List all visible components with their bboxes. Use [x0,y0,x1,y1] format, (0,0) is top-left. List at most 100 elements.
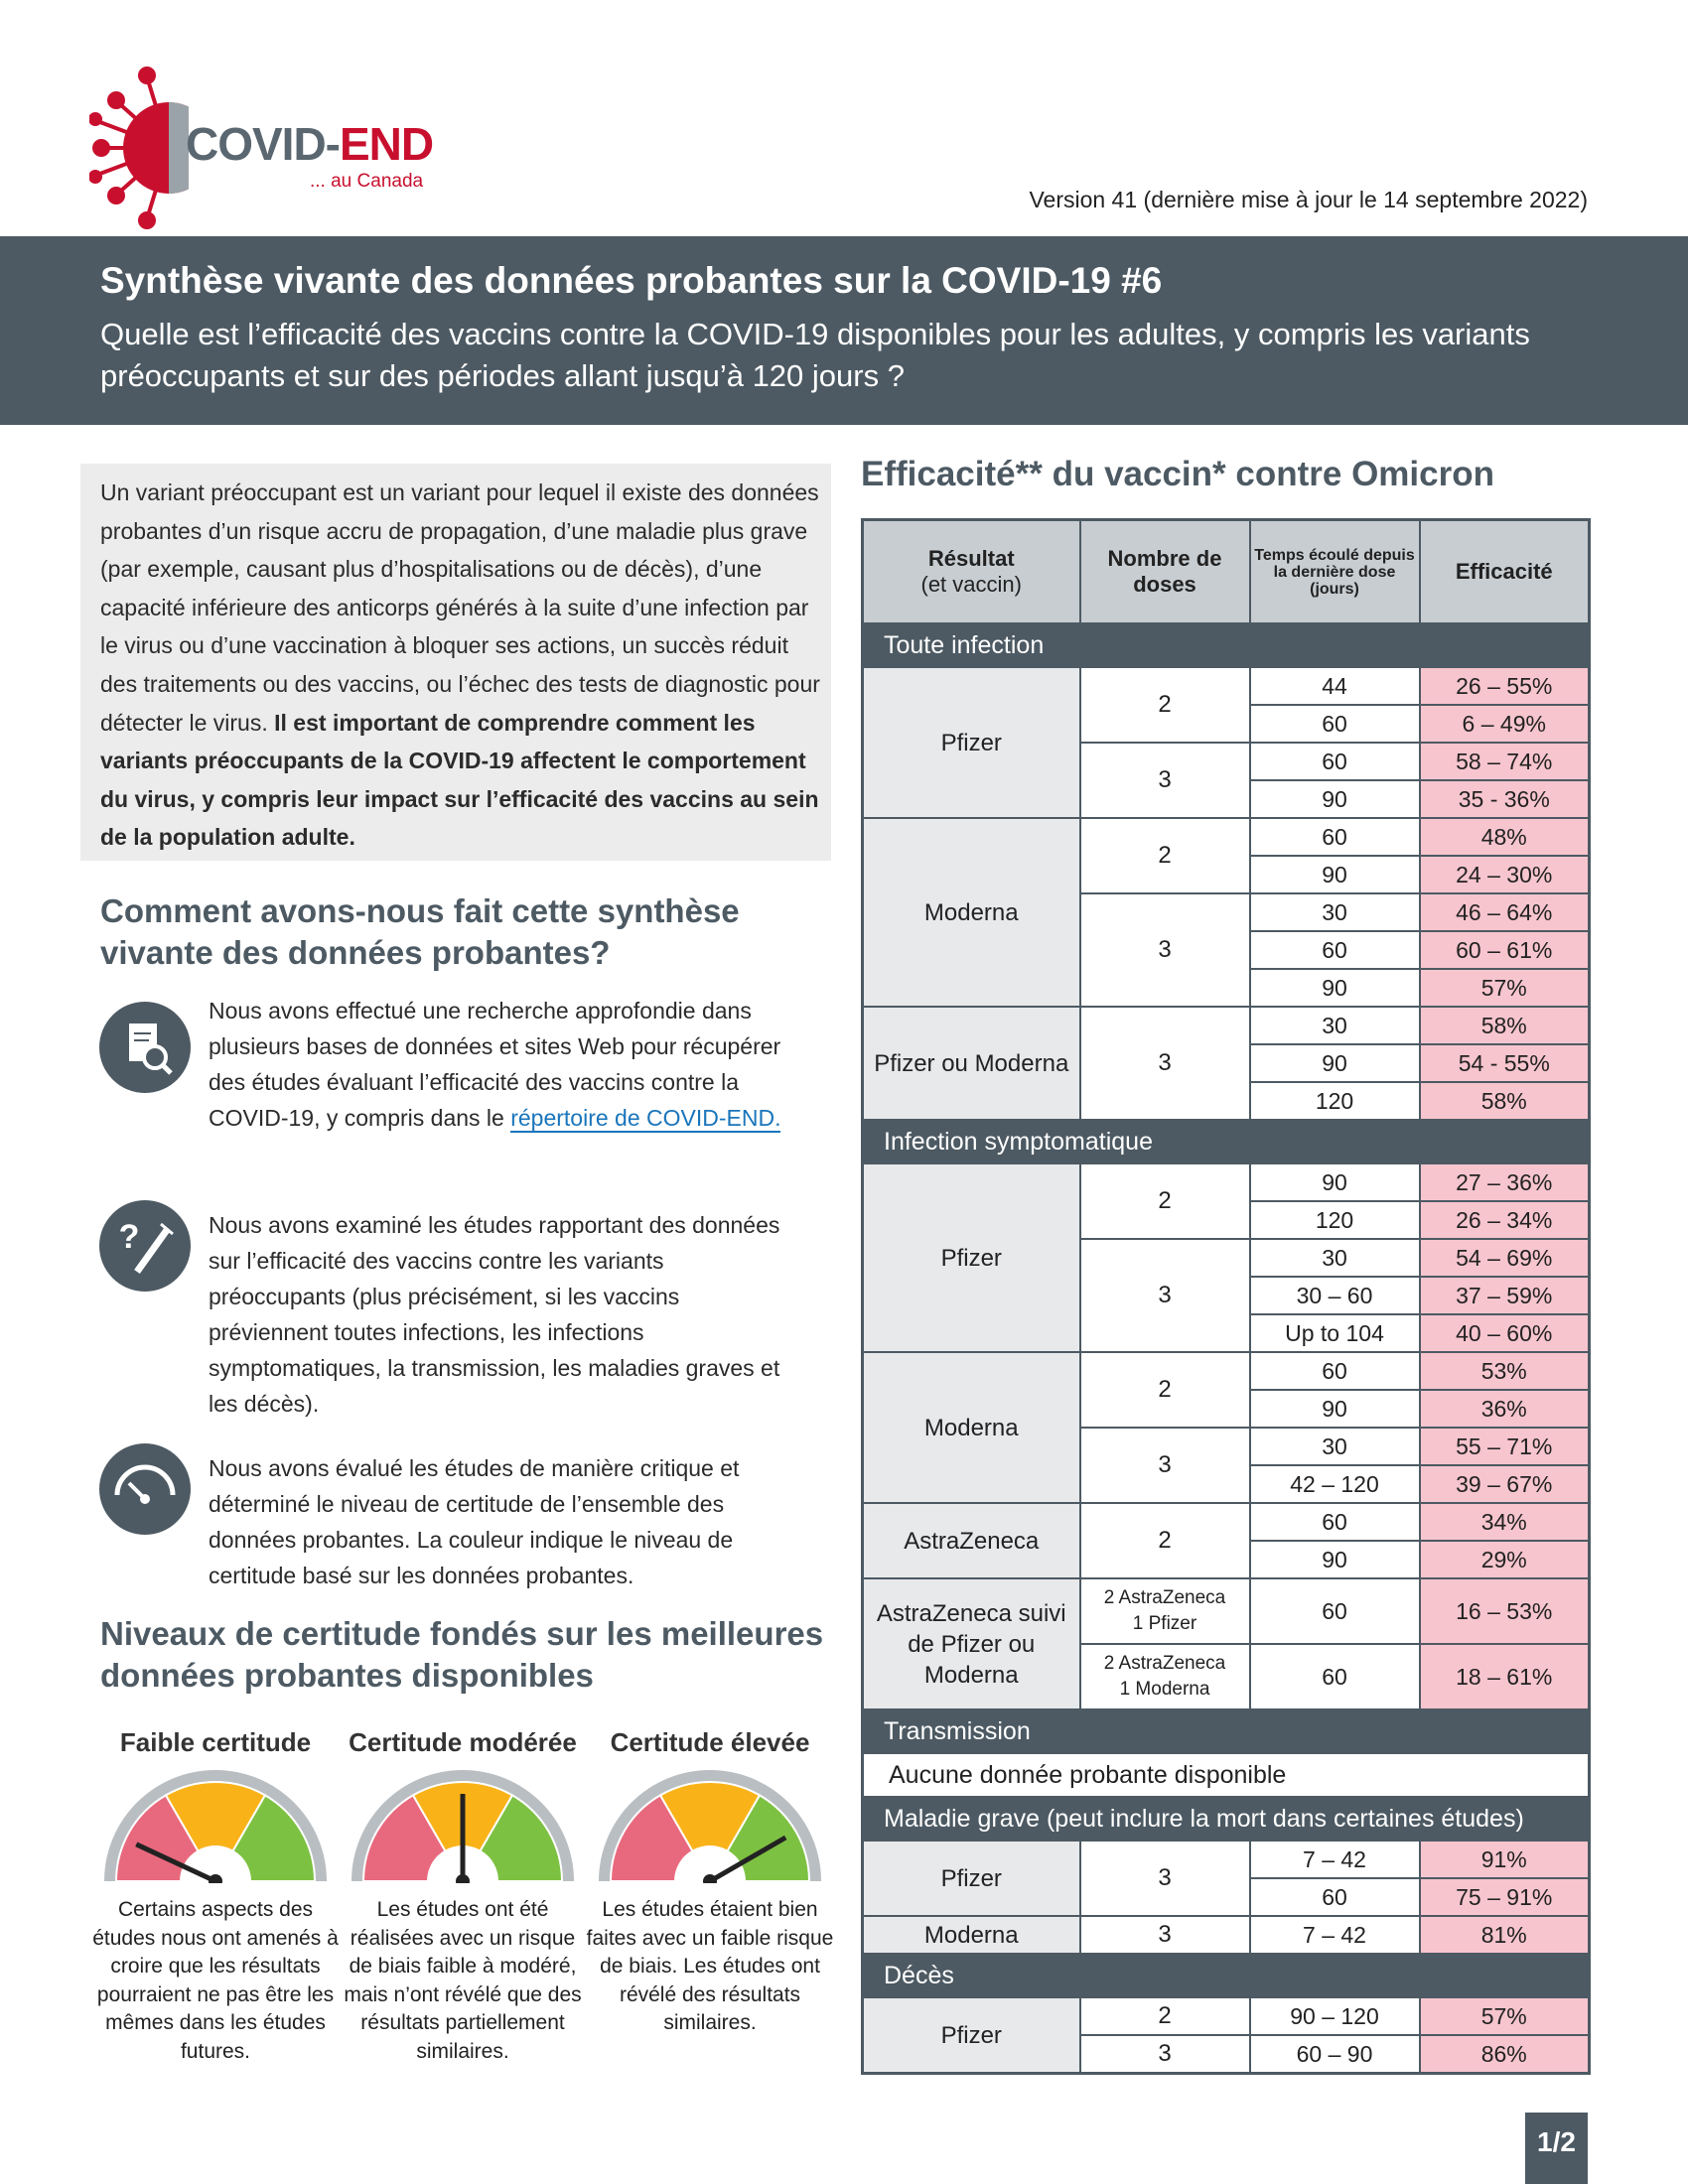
time-cell: 60 [1248,1351,1421,1391]
svg-text:?: ? [119,1218,140,1256]
data-row: 90 36% [863,1389,1591,1429]
gauge-needle [708,1835,787,1884]
method-item: Nous avons évalué les études de manière … [209,1450,794,1593]
data-row: 3 30 55 – 71% [863,1427,1591,1504]
certainty-level: Certitude élevée Les études étaient bien … [586,1727,834,2038]
item-text: Nous avons évalué les études de manière … [209,1455,740,1588]
header-cell: Temps écoulé depuis la dernière dose (jo… [1248,518,1421,624]
efficacy-cell: 29% [1418,1540,1591,1579]
efficacy-cell: 58% [1418,1081,1591,1121]
efficacy-cell: 57% [1418,1996,1591,2036]
dose-cell: 3 [1078,742,1251,819]
efficacy-cell: 58% [1418,1006,1591,1045]
time-cell: 30 [1248,1238,1421,1278]
data-row: Pfizer ou Moderna 3 30 58% [861,1006,1591,1121]
efficacy-cell: 55 – 71% [1418,1427,1591,1466]
dose-text: 3 [1158,1282,1172,1308]
time-cell: 90 [1248,1540,1421,1579]
vaccine-cell: Pfizer [861,666,1081,819]
title: Synthèse vivante des données probantes s… [100,260,1163,301]
dose-cell: 2 [1078,666,1251,744]
time-cell: 90 – 120 [1248,1996,1421,2036]
logo-subtitle: ... au Canada [310,171,424,192]
data-row: 60 75 – 91% [863,1877,1591,1917]
page-number: 1/2 [1525,2113,1588,2184]
dose-cell: 3 [1078,1238,1251,1353]
vaccine-cell: AstraZeneca suivi de Pfizer ou Moderna [861,1577,1081,1710]
vaccine-cell: Pfizer [861,1162,1081,1353]
time-cell: 30 [1248,892,1421,932]
section-row: Maladie grave (peut inclure la mort dans… [861,1796,1591,1842]
gauge-sector [164,1781,267,1883]
efficacy-cell: 36% [1418,1389,1591,1429]
dose-cell: 2 [1078,1502,1251,1579]
time-cell: 90 [1248,779,1421,819]
version: Version 41 (dernière mise à jour le 14 s… [1029,187,1588,212]
dose-text: 3 [1158,1049,1172,1076]
item-text: Nous avons examiné les études rapportant… [209,1212,780,1417]
dose-cell: 3 [1078,1427,1251,1504]
efficacy-cell: 58 – 74% [1418,742,1591,781]
efficacy-cell: 26 – 55% [1418,666,1591,706]
dose-text: 2 [1158,2002,1172,2029]
efficacy-cell: 54 – 69% [1418,1238,1591,1278]
vaccine-cell: AstraZeneca [861,1502,1081,1579]
data-row: 3 60 58 – 74% [863,742,1591,819]
time-cell: 60 – 90 [1248,2034,1421,2075]
data-row: Pfizer 2 90 – 120 57% [861,1996,1591,2075]
gauge-needle [135,1842,217,1884]
time-cell: 7 – 42 [1248,1915,1421,1955]
efficacy-cell: 53% [1418,1351,1591,1391]
data-row: 90 35 - 36% [863,779,1591,819]
gauge-dial [352,1770,574,1888]
section-heading: Niveaux de certitude fondés sur les meil… [100,1615,824,1694]
method-item: Nous avons effectué une recherche approf… [209,993,794,1136]
section-title: Infection symptomatique [861,1119,1591,1164]
time-cell: Up to 104 [1248,1313,1421,1353]
efficacy-cell: 40 – 60% [1418,1313,1591,1353]
data-row: Up to 104 40 – 60% [863,1313,1591,1353]
table-body: Toute infection Pfizer 2 44 26 – 55% 60 6 – 49… [861,622,1591,2075]
section-row: Décès [861,1953,1591,1998]
repository-link[interactable]: répertoire de COVID-END. [510,1105,781,1133]
efficacy-cell: 16 – 53% [1418,1577,1591,1645]
header-subtext: (et vaccin) [920,572,1022,597]
question-icon: ? [99,1200,191,1292]
time-cell: 120 [1248,1081,1421,1121]
certainty-description: Certains aspects des études nous ont ame… [92,1898,339,2063]
gauge-icon [99,1443,191,1535]
time-cell: 60 [1248,1877,1421,1917]
logo-text: COVID-END [186,117,434,171]
dose-cell: 2 AstraZeneca 1 Moderna [1078,1643,1251,1710]
table-title: Efficacité** du vaccin* contre Omicron [861,455,1494,493]
efficacy-cell: 54 - 55% [1418,1043,1591,1083]
efficacy-cell: 24 – 30% [1418,855,1591,894]
efficacy-cell: 60 – 61% [1418,930,1591,970]
dose-text: 1 Moderna [1119,1679,1210,1700]
efficacy-cell: 6 – 49% [1418,704,1591,744]
intro-normal: Un variant préoccupant est un variant po… [100,479,820,736]
question: Quelle est l’efficacité des vaccins cont… [100,317,1530,393]
dose-cell: 3 [1078,892,1251,1008]
data-row: 90 54 - 55% [863,1043,1591,1083]
gauge-dial [599,1770,821,1888]
certainty-level: Faible certitude Certains aspects des étu… [91,1727,340,2066]
note-row: Aucune donnée probante disponible [861,1752,1591,1798]
data-row: Moderna 2 60 53% [861,1351,1591,1504]
dose-text: 2 [1158,1527,1172,1554]
data-row: AstraZeneca 2 60 34% [861,1502,1591,1579]
data-row: 60 6 – 49% [863,704,1591,744]
dose-cell: 2 [1078,817,1251,894]
time-cell: 30 [1248,1427,1421,1466]
efficacy-cell: 57% [1418,968,1591,1008]
data-row: 42 – 120 39 – 67% [863,1464,1591,1504]
time-cell: 90 [1248,1162,1421,1202]
header-cell: Efficacité [1418,518,1591,624]
dose-text: 2 [1158,691,1172,718]
dose-text: 1 Pfizer [1132,1613,1197,1634]
logo-part: END [340,118,434,170]
data-row: Pfizer 3 7 – 42 91% [861,1840,1591,1917]
time-cell: 44 [1248,666,1421,706]
dose-text: 3 [1158,1864,1172,1891]
